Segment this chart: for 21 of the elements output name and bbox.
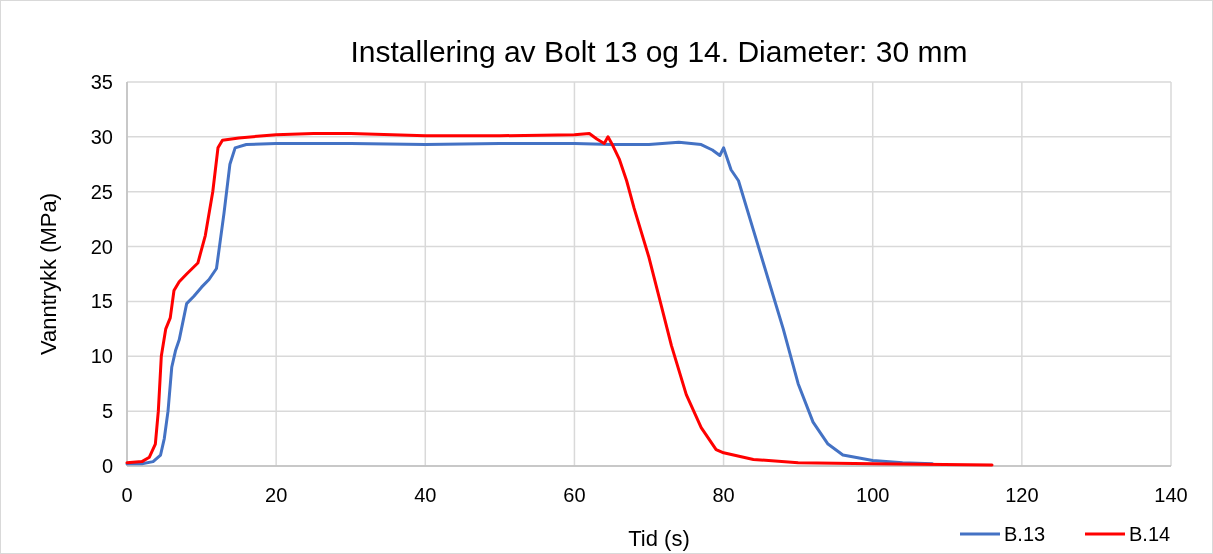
y-axis-title: Vanntrykk (MPa)	[36, 192, 61, 356]
legend-label: B.14	[1129, 523, 1171, 545]
x-tick-label: 60	[563, 484, 586, 506]
y-tick-label: 10	[90, 345, 113, 368]
x-tick-label: 120	[1005, 484, 1039, 506]
x-tick-label: 40	[414, 484, 437, 506]
x-tick-label: 100	[856, 484, 890, 506]
chart-title: Installering av Bolt 13 og 14. Diameter: 30 mm	[350, 35, 968, 68]
x-tick-label: 140	[1154, 484, 1188, 506]
y-tick-label: 30	[90, 125, 113, 148]
x-tick-label: 20	[265, 484, 288, 506]
y-tick-label: 35	[90, 71, 113, 93]
legend-label: B.13	[1004, 523, 1046, 545]
y-tick-label: 5	[101, 400, 113, 423]
y-tick-label: 15	[90, 290, 113, 313]
y-tick-label: 0	[101, 455, 113, 477]
y-tick-label: 25	[90, 180, 113, 203]
x-tick-label: 0	[121, 484, 133, 506]
y-tick-label: 20	[90, 235, 113, 258]
x-tick-label: 80	[712, 484, 735, 506]
x-axis-title: Tid (s)	[628, 526, 690, 551]
